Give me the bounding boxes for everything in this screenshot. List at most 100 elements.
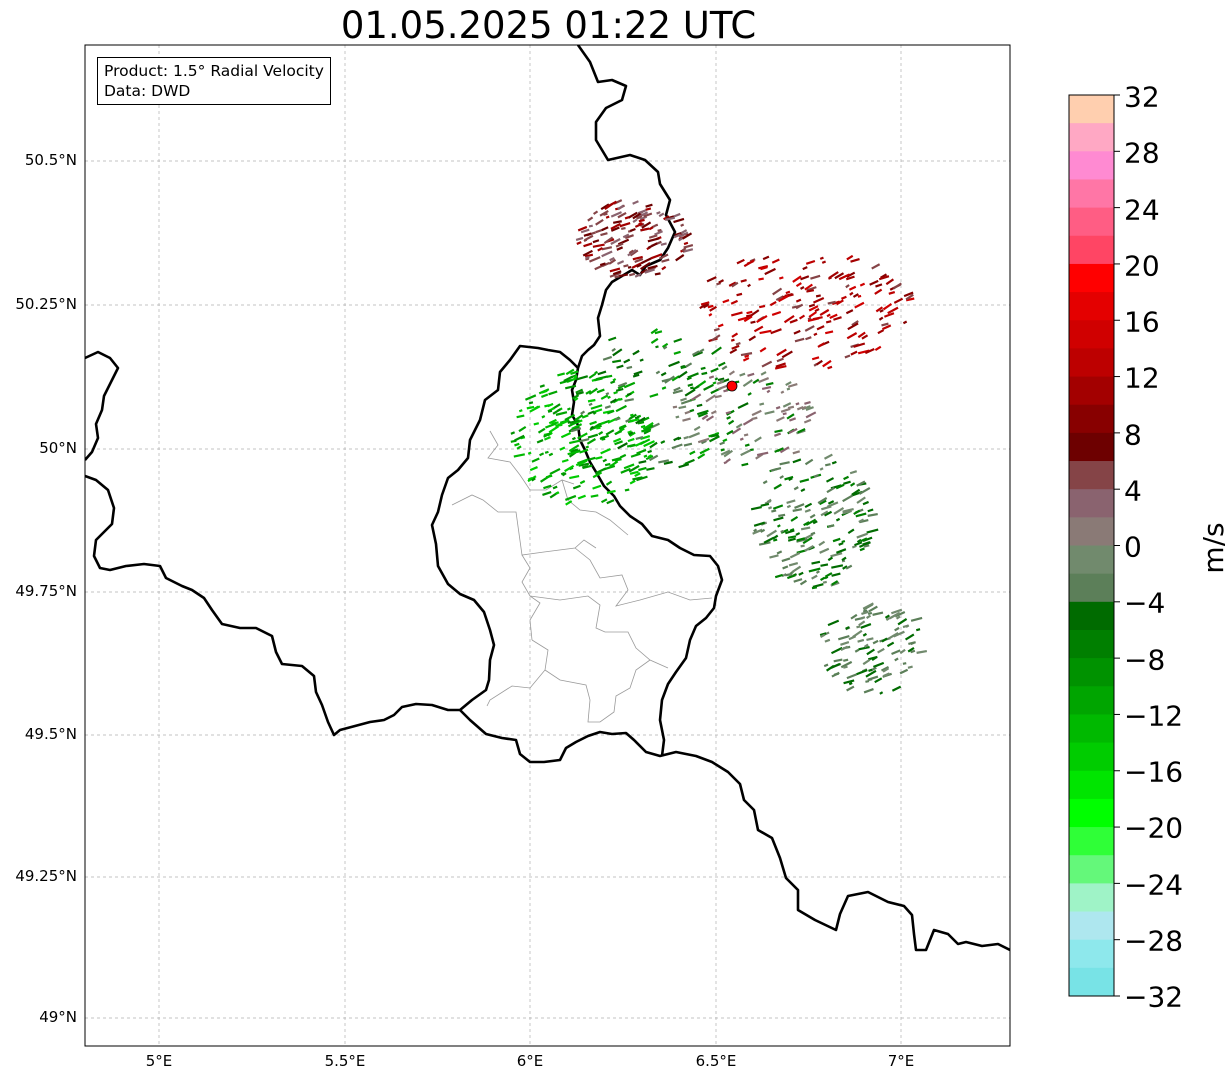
velocity-echo <box>543 484 552 490</box>
velocity-echo <box>812 316 823 321</box>
colorbar-swatch <box>1069 714 1114 743</box>
velocity-echo <box>643 212 653 218</box>
velocity-echo <box>878 316 884 321</box>
velocity-echo <box>664 216 676 221</box>
velocity-echo <box>612 270 622 276</box>
velocity-echo <box>660 242 667 246</box>
velocity-echo <box>862 541 871 546</box>
velocity-echo <box>891 649 901 656</box>
velocity-echo <box>731 344 740 350</box>
velocity-echo <box>808 305 819 312</box>
velocity-echo <box>831 572 841 577</box>
velocity-echo <box>718 279 725 284</box>
velocity-echo <box>835 517 841 522</box>
velocity-echo <box>905 297 915 302</box>
velocity-echo <box>819 467 824 471</box>
velocity-echo <box>805 411 817 419</box>
velocity-echo <box>529 405 541 413</box>
velocity-echo <box>859 518 869 524</box>
colorbar-swatch <box>1069 123 1114 152</box>
velocity-echo <box>614 275 620 279</box>
velocity-echo <box>564 464 575 473</box>
velocity-echo <box>752 528 763 535</box>
velocity-echo <box>780 529 784 534</box>
velocity-echo <box>843 658 849 662</box>
velocity-echo <box>617 381 628 388</box>
velocity-echo <box>687 383 694 387</box>
velocity-echo <box>600 421 605 425</box>
velocity-echo <box>647 454 653 459</box>
velocity-echo <box>624 216 630 220</box>
velocity-echo <box>632 212 642 220</box>
velocity-echo <box>705 394 716 403</box>
velocity-echo <box>618 273 629 278</box>
velocity-echo <box>778 513 786 518</box>
velocity-echo <box>617 211 627 219</box>
velocity-echo <box>673 350 681 355</box>
colorbar-swatch <box>1069 742 1114 772</box>
velocity-echo <box>843 679 855 685</box>
velocity-echo <box>744 354 750 358</box>
velocity-echo <box>606 499 615 505</box>
velocity-echo <box>742 379 753 388</box>
velocity-echo <box>862 658 871 666</box>
colorbar-tick-label: 4 <box>1124 474 1142 508</box>
velocity-echo <box>645 203 653 208</box>
velocity-echo <box>627 265 632 269</box>
velocity-echo <box>605 392 610 396</box>
velocity-echo <box>680 399 692 405</box>
lat-label: 49.5°N <box>24 725 77 743</box>
velocity-echo <box>886 641 895 648</box>
velocity-echo <box>600 436 605 440</box>
colorbar-swatch <box>1069 967 1114 997</box>
velocity-echo <box>862 602 874 610</box>
velocity-echo <box>849 470 858 475</box>
velocity-echo <box>866 637 874 642</box>
velocity-echo <box>739 372 746 377</box>
velocity-echo <box>661 378 671 383</box>
velocity-echo <box>729 348 738 355</box>
velocity-echo <box>862 536 873 543</box>
velocity-echo <box>844 354 851 359</box>
velocity-echo <box>606 374 613 378</box>
velocity-echo <box>602 409 615 415</box>
velocity-echo <box>516 445 522 450</box>
velocity-echo <box>855 512 867 518</box>
velocity-echo <box>774 447 784 453</box>
velocity-echo <box>885 278 895 286</box>
velocity-echo <box>824 453 833 460</box>
velocity-echo <box>760 528 766 533</box>
velocity-echo <box>859 547 865 552</box>
velocity-echo <box>628 431 634 436</box>
velocity-echo <box>910 649 916 654</box>
velocity-echo <box>571 436 576 441</box>
colorbar-swatch <box>1069 95 1114 124</box>
velocity-echo <box>573 397 579 402</box>
velocity-echo <box>632 200 639 205</box>
velocity-echo <box>628 413 637 421</box>
velocity-echo <box>630 452 641 458</box>
velocity-echo <box>759 402 765 406</box>
velocity-echo <box>723 389 728 393</box>
velocity-echo <box>873 661 885 668</box>
velocity-echo <box>709 435 720 443</box>
velocity-echo <box>850 257 860 263</box>
velocity-echo <box>647 449 652 454</box>
velocity-echo <box>739 437 744 441</box>
velocity-echo <box>810 531 816 536</box>
velocity-echo <box>740 278 747 283</box>
colorbar-tick-label: 28 <box>1124 136 1160 170</box>
velocity-echo <box>541 393 549 398</box>
velocity-echo <box>823 663 829 668</box>
velocity-echo <box>769 300 777 307</box>
velocity-echo <box>706 276 717 283</box>
velocity-echo <box>640 227 650 232</box>
velocity-echo <box>769 554 779 559</box>
velocity-echo <box>582 249 593 257</box>
velocity-echo <box>820 576 826 582</box>
velocity-echo <box>782 412 787 416</box>
velocity-echo <box>834 272 845 280</box>
velocity-echo <box>717 361 726 367</box>
velocity-echo <box>682 417 691 422</box>
velocity-echo <box>861 610 869 616</box>
